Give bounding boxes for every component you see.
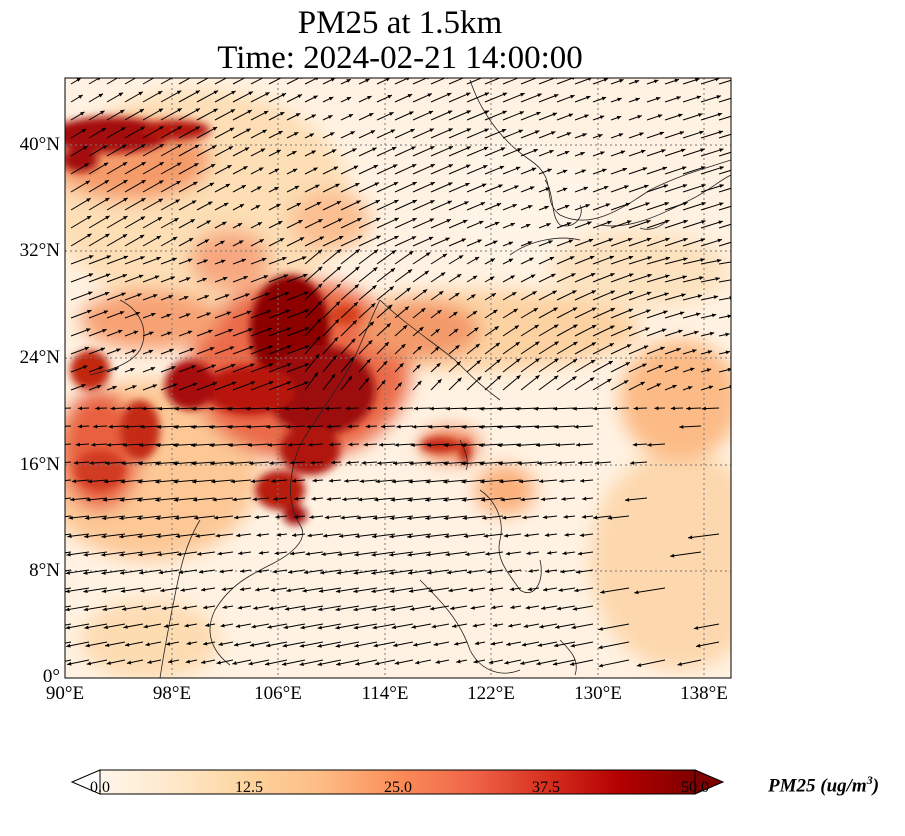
lat-tick-label: 24°N bbox=[6, 347, 60, 369]
wind-vector-head bbox=[733, 260, 737, 264]
wind-vector-head bbox=[53, 516, 57, 520]
wind-vector-head bbox=[48, 589, 52, 593]
colorbar-tick-label: 12.5 bbox=[219, 779, 279, 797]
lon-tick-label: 90°E bbox=[25, 683, 105, 705]
colorbar-label: PM25 (ug/m3) bbox=[768, 773, 879, 797]
colorbar-tick-label: 50.0 bbox=[665, 779, 725, 797]
lon-tick-label: 138°E bbox=[664, 683, 744, 705]
wind-vector bbox=[57, 408, 71, 409]
wind-vector-head bbox=[48, 607, 52, 611]
wind-vector-head bbox=[48, 644, 52, 648]
wind-vector-head bbox=[51, 534, 55, 538]
lon-tick-label: 122°E bbox=[451, 683, 531, 705]
colorbar-tick-label: 0.0 bbox=[70, 779, 130, 797]
wind-vector-head bbox=[735, 77, 739, 81]
wind-vector-head bbox=[57, 406, 61, 410]
wind-vector-head bbox=[47, 626, 51, 630]
colorbar-tick-label: 37.5 bbox=[516, 779, 576, 797]
wind-vector-head bbox=[195, 73, 199, 77]
wind-vector-head bbox=[176, 73, 180, 77]
lat-tick-label: 8°N bbox=[6, 560, 60, 582]
wind-vector-head bbox=[737, 166, 741, 170]
colorbar-tick-label: 25.0 bbox=[368, 779, 428, 797]
lat-tick-label: 40°N bbox=[6, 134, 60, 156]
wind-vector-head bbox=[54, 497, 58, 501]
lon-tick-label: 106°E bbox=[238, 683, 318, 705]
lon-tick-label: 98°E bbox=[132, 683, 212, 705]
wind-vector-head bbox=[214, 73, 218, 77]
wind-vector-head bbox=[249, 73, 253, 77]
wind-vector-head bbox=[734, 239, 738, 243]
wind-vector-head bbox=[738, 148, 742, 152]
wind-vector-head bbox=[735, 221, 739, 225]
wind-vector-head bbox=[56, 479, 60, 483]
wind-vector-head bbox=[157, 74, 161, 78]
wind-vector-head bbox=[737, 130, 741, 134]
map-area bbox=[40, 73, 770, 680]
wind-vector-head bbox=[737, 113, 741, 117]
wind-vector-head bbox=[729, 296, 733, 300]
wind-vector-head bbox=[736, 203, 740, 207]
wind-vector-head bbox=[736, 95, 740, 99]
wind-vector-head bbox=[731, 278, 735, 282]
lon-tick-label: 130°E bbox=[558, 683, 638, 705]
wind-vector-head bbox=[232, 73, 236, 77]
lat-tick-label: 16°N bbox=[6, 454, 60, 476]
wind-vector-head bbox=[59, 424, 63, 428]
wind-vector-head bbox=[737, 184, 741, 188]
lon-tick-label: 114°E bbox=[345, 683, 425, 705]
lat-tick-label: 32°N bbox=[6, 240, 60, 262]
wind-vector bbox=[61, 444, 71, 445]
wind-vector-head bbox=[50, 552, 54, 556]
wind-vector-head bbox=[61, 442, 65, 446]
wind-vector-head bbox=[266, 74, 270, 78]
